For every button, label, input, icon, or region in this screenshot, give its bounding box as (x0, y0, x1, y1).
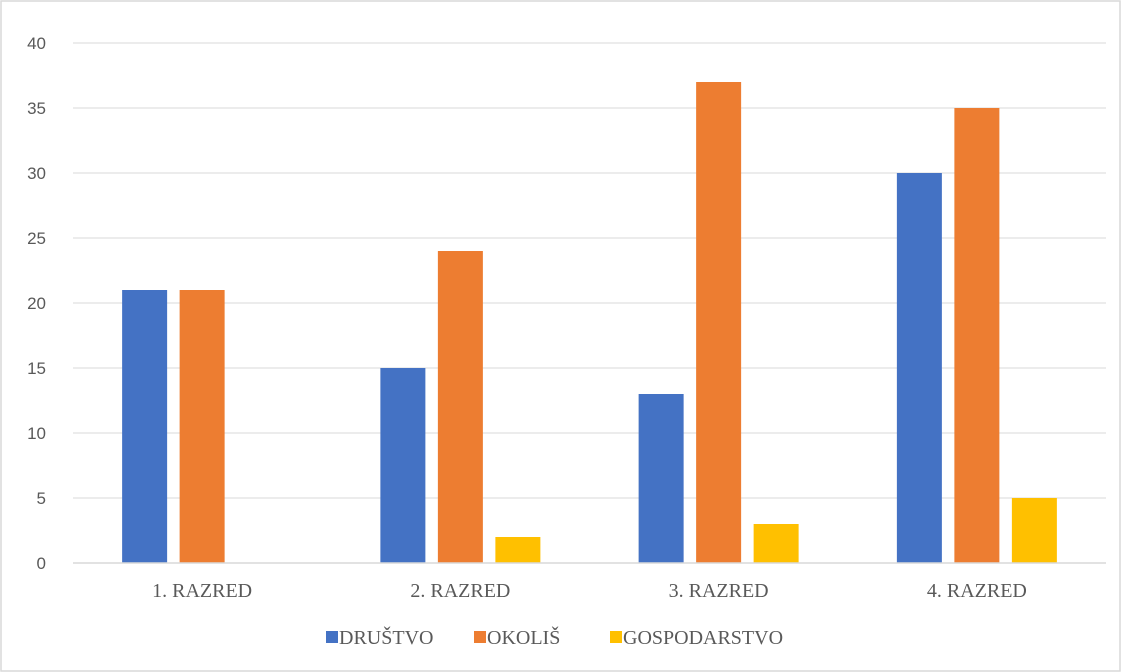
bars (122, 82, 1057, 563)
bar (753, 524, 799, 563)
y-axis-ticks: 0 5 10 15 20 25 30 35 40 (27, 34, 46, 573)
y-tick-label: 10 (27, 424, 46, 443)
y-tick-label: 5 (37, 489, 46, 508)
y-tick-label: 40 (27, 34, 46, 53)
x-axis-categories: 1. RAZRED 2. RAZRED 3. RAZRED 4. RAZRED (152, 580, 1027, 602)
y-tick-label: 25 (27, 229, 46, 248)
y-tick-label: 30 (27, 164, 46, 183)
y-tick-label: 0 (37, 554, 46, 573)
bar (179, 290, 225, 563)
legend-label: OKOLIŠ (487, 625, 560, 649)
x-category-label: 1. RAZRED (152, 580, 252, 602)
legend-label: DRUŠTVO (339, 625, 433, 649)
legend-swatch (326, 631, 338, 643)
x-category-label: 3. RAZRED (669, 580, 769, 602)
bar (437, 251, 483, 563)
legend-swatch (474, 631, 486, 643)
bar (495, 537, 541, 563)
x-category-label: 4. RAZRED (927, 580, 1027, 602)
bar (896, 173, 942, 563)
y-tick-label: 35 (27, 99, 46, 118)
bar (954, 108, 1000, 563)
x-category-label: 2. RAZRED (410, 580, 510, 602)
legend-label: GOSPODARSTVO (623, 627, 783, 649)
bar (696, 82, 742, 563)
bar (122, 290, 168, 563)
bar (638, 394, 684, 563)
y-tick-label: 15 (27, 359, 46, 378)
legend: DRUŠTVO OKOLIŠ GOSPODARSTVO (326, 625, 783, 649)
bar (380, 368, 426, 563)
gridlines (73, 42, 1106, 499)
bar (1011, 498, 1057, 563)
y-tick-label: 20 (27, 294, 46, 313)
legend-swatch (610, 631, 622, 643)
